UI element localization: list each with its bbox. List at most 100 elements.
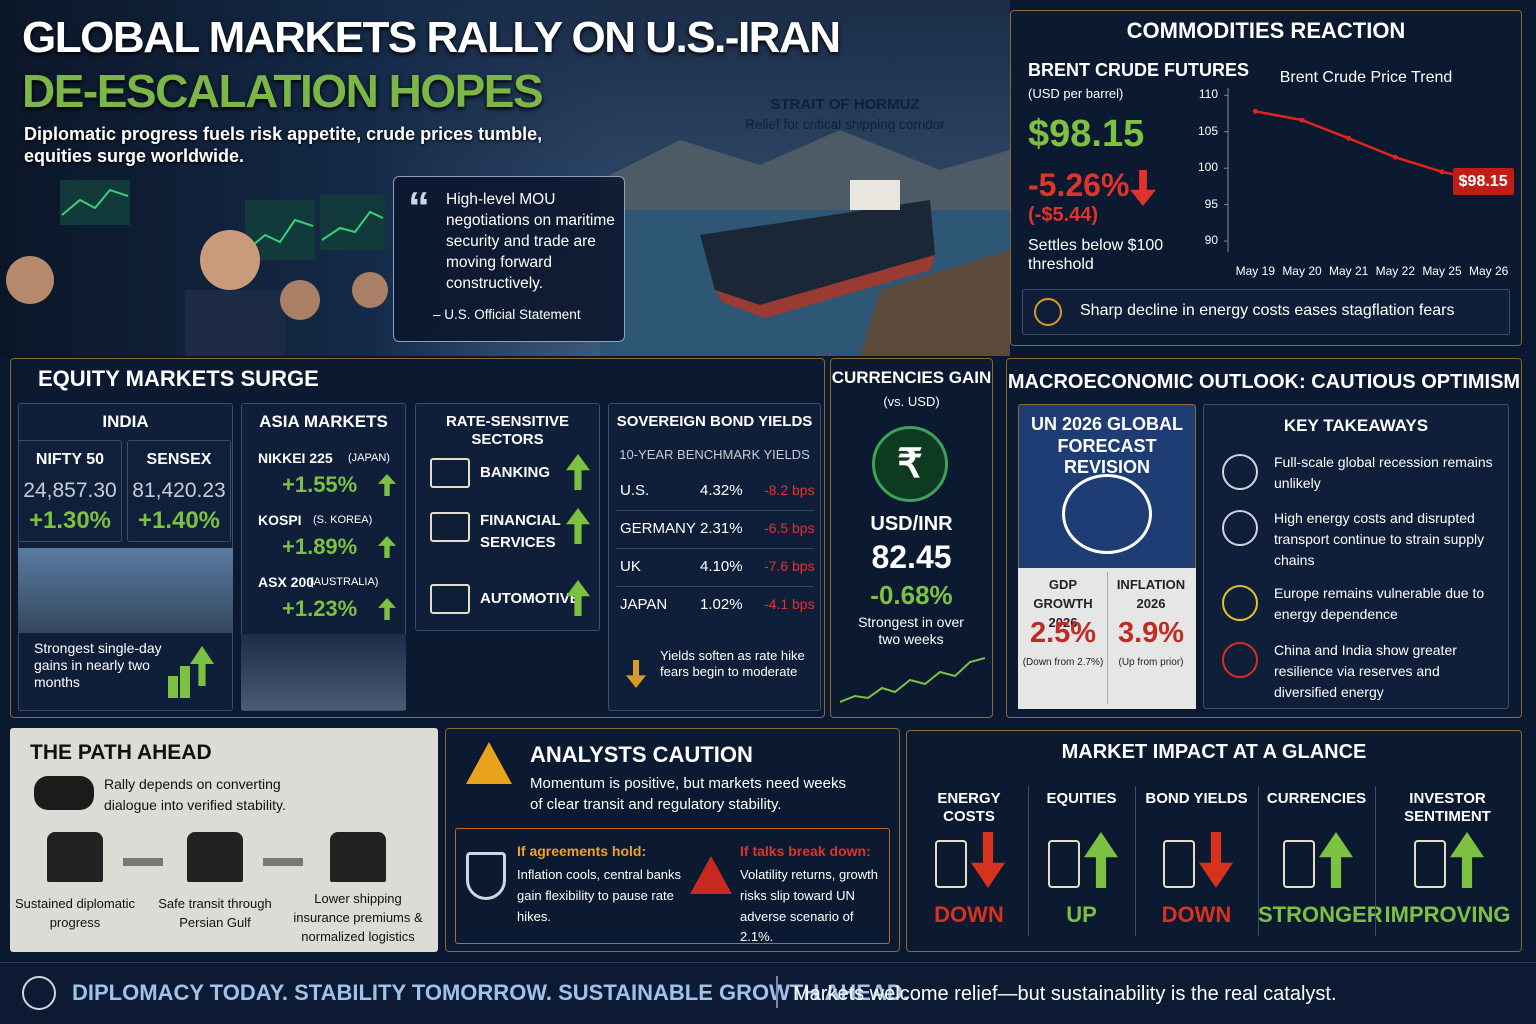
un-title: UN 2026 GLOBAL FORECAST REVISION (1030, 414, 1184, 478)
row-divider (616, 510, 814, 511)
un-emblem (1062, 474, 1152, 554)
commodities-footer-box (1022, 289, 1510, 335)
warning-shape (466, 742, 512, 784)
sector-icon (430, 584, 470, 614)
panel-title: MACROECONOMIC OUTLOOK: CAUTIOUS OPTIMISM (1007, 371, 1521, 393)
step-text: Sustained diplomatic progress (15, 896, 135, 930)
arrow-shape (1318, 832, 1353, 888)
footer-slogan: DIPLOMACY TODAY. STABILITY TOMORROW. SUS… (72, 980, 909, 1005)
price-point (1439, 169, 1445, 175)
step-icon (330, 832, 386, 882)
shield-icon (466, 852, 506, 900)
takeaway-text: Europe remains vulnerable due to energy … (1274, 585, 1485, 622)
x-tick-label: May 25 (1422, 264, 1462, 278)
sector-name: AUTOMOTIVE (480, 590, 580, 607)
arrow-shape (1130, 170, 1156, 206)
arrow-up (1083, 832, 1118, 888)
currency-rate: 82.45 (871, 539, 952, 575)
y-tick-label: 100 (1197, 160, 1218, 175)
bond-country: JAPAN (620, 596, 668, 613)
impact-status: STRONGER (1258, 902, 1383, 927)
bond-yield: 4.10% (700, 558, 743, 575)
index-name: SENSEX (146, 451, 212, 468)
impact-icon (935, 840, 967, 888)
arrow-up (1449, 832, 1484, 888)
tokyo-photo (241, 634, 406, 710)
sparkline-line (840, 657, 985, 703)
analysts-lead: Momentum is positive, but markets need w… (530, 775, 846, 813)
footer-divider (776, 976, 778, 1008)
bar-icon (168, 676, 178, 698)
bond-country: UK (620, 558, 641, 575)
strait-caption: Relief for critical shipping corridor (745, 117, 945, 132)
impact-status: DOWN (934, 902, 1004, 927)
impact-label: INVESTOR SENTIMENT (1404, 790, 1491, 825)
step-text: Lower shipping insurance premiums & norm… (293, 891, 423, 944)
market-country: (S. KOREA) (313, 514, 373, 526)
section-title: KEY TAKEAWAYS (1283, 416, 1429, 435)
arrow-down (1130, 170, 1156, 206)
impact-status: IMPROVING (1384, 902, 1511, 927)
impact-icon (1162, 840, 1195, 888)
arrow-up (190, 646, 214, 686)
x-tick-label: May 21 (1328, 264, 1369, 278)
arrow-up (378, 536, 396, 558)
bond-yield: 4.32% (700, 482, 743, 499)
arrow-shape (566, 454, 590, 490)
bond-country: U.S. (620, 482, 650, 499)
scenario-text: Volatility returns, growth risks slip to… (740, 867, 879, 945)
stat-label: INFLATION 2026 (1116, 577, 1186, 611)
panel-subtitle: (vs. USD) (883, 394, 940, 409)
impact-icon (1413, 840, 1446, 888)
impact-label: CURRENCIES (1266, 790, 1367, 807)
panel-title: EQUITY MARKETS SURGE (38, 366, 319, 391)
y-tick-label: 95 (1204, 196, 1218, 211)
market-name: NIKKEI 225 (258, 450, 333, 466)
price-point (1346, 135, 1352, 141)
impact-label: BOND YIELDS (1145, 790, 1248, 807)
index-name: NIFTY 50 (35, 451, 105, 468)
arrow-shape (971, 832, 1005, 888)
panel-title: COMMODITIES REACTION (1126, 18, 1406, 43)
arrow-down (1198, 832, 1233, 888)
price-line (1255, 110, 1489, 183)
stat-value: 2.5% (1029, 617, 1097, 649)
section-title: INDIA (102, 412, 149, 431)
impact-status: UP (1066, 902, 1097, 927)
x-tick-label: May 22 (1375, 264, 1415, 278)
column-divider (1028, 786, 1029, 936)
arrow-shape (566, 580, 590, 616)
bond-change: -4.1 bps (764, 596, 815, 612)
price-point (1299, 117, 1305, 123)
title-line-1: GLOBAL MARKETS RALLY ON U.S.-IRAN (22, 13, 841, 62)
title-line-2: DE-ESCALATION HOPES (22, 65, 544, 117)
step-arrow (263, 858, 303, 866)
chart-title: Brent Crude Price Trend (1279, 69, 1453, 86)
market-change: +1.89% (282, 534, 358, 559)
bonds-box (608, 403, 821, 711)
panel-title: ANALYSTS CAUTION (530, 742, 753, 767)
index-value: 24,857.30 (23, 479, 117, 502)
price-point (1252, 108, 1258, 114)
arrow-up (378, 598, 396, 620)
section-title: RATE-SENSITIVE SECTORS (445, 413, 570, 448)
index-card (18, 440, 122, 542)
brent-change-pct: -5.26% (1028, 167, 1130, 203)
arrow-down (971, 832, 1005, 888)
step-text: Safe transit through Persian Gulf (158, 896, 272, 930)
takeaway-icon (1222, 642, 1258, 678)
scenario-title: If agreements hold: (517, 843, 647, 859)
section-title: SOVEREIGN BOND YIELDS (616, 413, 813, 430)
arrow-up (566, 508, 590, 544)
quote-mark: “ (408, 183, 430, 232)
scenario-title: If talks break down: (740, 843, 871, 859)
stat-divider (1107, 572, 1108, 704)
panel-title: THE PATH AHEAD (30, 741, 212, 764)
currencies-panel (830, 358, 993, 718)
scenario-text: Inflation cools, central banks gain flex… (517, 867, 682, 924)
takeaway-icon (1222, 454, 1258, 490)
bond-change: -6.5 bps (764, 520, 815, 536)
impact-label: EQUITIES (1046, 790, 1117, 807)
handshake-icon (34, 776, 94, 810)
